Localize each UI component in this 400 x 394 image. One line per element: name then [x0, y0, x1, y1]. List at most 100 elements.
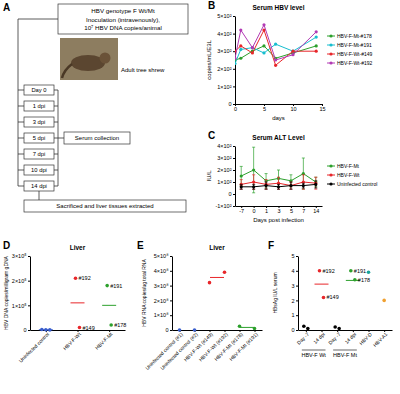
point	[240, 185, 243, 188]
x-axis-line	[236, 206, 323, 207]
tick-label: 1×10²	[217, 179, 231, 185]
tick-mark	[233, 170, 235, 171]
tick: 2×10²	[217, 167, 235, 173]
tick-label: 0	[228, 191, 231, 197]
point	[178, 328, 182, 332]
x-axis-title: Days post infection	[253, 217, 304, 223]
error-cap	[289, 189, 292, 190]
chart-title: Serum ALT Level	[252, 134, 305, 141]
error-cap	[277, 184, 280, 185]
tick-mark	[233, 182, 235, 183]
y-axis: 012345	[291, 253, 298, 333]
tick: 2×10⁵	[12, 278, 30, 284]
tick-label: Day -7	[296, 331, 311, 346]
tick: 5	[290, 206, 293, 214]
tick: 0	[228, 101, 235, 107]
error-cap	[314, 180, 317, 181]
error-cap	[252, 174, 255, 175]
error-cap	[289, 174, 292, 175]
y-axis-title: HBV RNA copies/ug total RNA	[141, 259, 147, 327]
error-cap	[252, 147, 255, 148]
error-cap	[240, 179, 243, 180]
panel-label: C	[208, 130, 215, 141]
tick-mark	[233, 69, 235, 70]
x-axis: Uninfected controlHBV-F-WtHBV-F-Mt	[17, 330, 125, 364]
error-bar	[302, 158, 305, 189]
timepoint-box	[24, 165, 54, 175]
point	[291, 53, 294, 56]
error-cap	[314, 177, 317, 178]
plot-area	[178, 270, 257, 331]
point	[252, 180, 255, 183]
tick-mark	[170, 315, 172, 316]
point	[302, 325, 306, 329]
group-label: HBV-F Wt	[301, 352, 326, 358]
tick-label: -7	[239, 208, 244, 214]
group-bracket	[333, 350, 357, 351]
box-text: 10⁷ HBV DNA copies/animal	[84, 24, 162, 31]
panel-label: B	[208, 0, 215, 11]
connector	[39, 191, 40, 200]
tick: 1×10⁸	[154, 312, 172, 318]
tick-label: 2	[291, 298, 294, 304]
error-bar	[252, 184, 255, 189]
tick-label: 0	[234, 106, 237, 112]
tick: Day -7	[327, 330, 342, 346]
legend: HBV-F-Mt-#178HBV-F-Mt-#191HBV-F-Wt-#149H…	[327, 33, 373, 66]
tick-mark	[296, 271, 298, 272]
timepoint-box	[24, 101, 54, 111]
tick: 3	[291, 283, 298, 289]
tick: 0	[165, 327, 172, 333]
x-axis: -70135714	[236, 206, 323, 214]
connector	[18, 186, 24, 187]
mean-line	[315, 284, 329, 285]
point	[302, 172, 305, 175]
point	[349, 269, 353, 273]
timepoint-box	[24, 133, 54, 143]
error-bar	[277, 177, 280, 189]
x-axis-line	[236, 104, 323, 105]
legend-item: HBV-F-Wt-#192	[327, 60, 373, 66]
mean-line	[102, 305, 116, 306]
timepoint-box	[24, 149, 54, 159]
point	[289, 184, 292, 187]
x-axis: 0 5 10 15	[234, 104, 326, 112]
tick-label: -1×10²	[215, 203, 231, 209]
tick: HBV-F-Mt (#191)	[228, 330, 259, 362]
point	[315, 30, 318, 33]
group-bracket	[302, 350, 326, 351]
tick-mark	[28, 305, 30, 306]
error-bar	[265, 182, 268, 189]
tick-label: Day -7	[327, 331, 342, 346]
point	[353, 278, 357, 282]
tick-label: 4×10²	[217, 143, 231, 149]
chart-title: Liver	[209, 244, 225, 251]
error-cap	[289, 189, 292, 190]
legend-item: HBV-F-Wt-#149	[327, 51, 373, 57]
tick-label: 5	[263, 106, 266, 112]
tick: 15	[319, 104, 325, 112]
point	[382, 299, 386, 303]
point-label: #149	[83, 325, 95, 331]
tick-label: 0	[23, 327, 26, 333]
timepoint-label: 7 dpi	[33, 151, 46, 157]
plot-area	[235, 23, 318, 67]
y-axis-line	[235, 147, 236, 207]
connector	[54, 186, 58, 187]
plot-area	[39, 276, 116, 331]
chart-title: Serum HBV level	[252, 4, 304, 11]
tick: HBV-A1	[372, 330, 389, 348]
tick-label: 15	[319, 106, 325, 112]
connector	[54, 170, 58, 171]
error-bar	[302, 175, 305, 189]
tick: 10	[290, 104, 296, 112]
legend-label: HBV-F-Mt-#178	[337, 33, 372, 39]
y-axis-line	[30, 257, 31, 331]
legend-marker	[329, 182, 332, 185]
point	[367, 270, 371, 274]
mean-line	[71, 302, 85, 303]
tick-label: 1×10²	[217, 84, 231, 90]
tick-mark	[233, 34, 235, 35]
tick-label: 0	[253, 208, 256, 214]
error-cap	[252, 189, 255, 190]
